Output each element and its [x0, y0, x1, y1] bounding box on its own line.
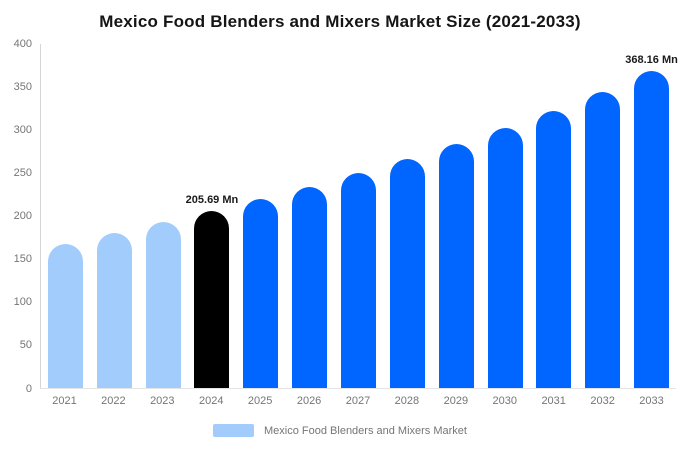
bar-slot-2031	[529, 44, 578, 388]
x-tick-2028: 2028	[394, 395, 420, 407]
bar-2033[interactable]: 368.16 Mn	[625, 54, 678, 388]
bar-2032[interactable]	[585, 92, 621, 388]
bar-slot-2028	[383, 44, 432, 388]
x-tick-2030: 2030	[492, 395, 517, 407]
bar-2029[interactable]	[438, 144, 474, 388]
bar-2023[interactable]	[145, 222, 181, 388]
bar-2022[interactable]	[96, 232, 132, 388]
bar-2021[interactable]	[47, 244, 83, 388]
chart-title: Mexico Food Blenders and Mixers Market S…	[99, 12, 581, 31]
bar-2025[interactable]	[243, 199, 279, 388]
y-tick-250: 250	[13, 166, 32, 179]
y-tick-100: 100	[13, 296, 32, 309]
x-tick-2026: 2026	[296, 395, 322, 407]
bar-value-label-2024: 205.69 Mn	[185, 194, 239, 207]
bar-slot-2033: 368.16 Mn	[625, 44, 678, 388]
x-tick-2033: 2033	[639, 395, 664, 407]
bar-slot-2021	[41, 44, 90, 388]
bar-2031[interactable]	[536, 110, 572, 388]
x-tick-2029: 2029	[443, 395, 469, 407]
bar-value-label-2033: 368.16 Mn	[625, 54, 678, 67]
y-tick-350: 350	[13, 80, 32, 93]
y-tick-50: 50	[19, 339, 32, 352]
bar-slot-2027	[334, 44, 383, 388]
y-tick-400: 400	[13, 37, 32, 50]
bar-2028[interactable]	[389, 158, 425, 388]
bar-2024[interactable]: 205.69 Mn	[186, 194, 238, 388]
bar-2026[interactable]	[292, 186, 328, 388]
bar-series: 205.69 Mn 368.16 Mn	[41, 44, 678, 388]
legend-label: Mexico Food Blenders and Mixers Market	[264, 424, 467, 437]
bar-2030[interactable]	[487, 128, 523, 388]
x-tick-2025: 2025	[247, 395, 273, 407]
x-tick-2032: 2032	[590, 395, 615, 407]
x-tick-2021: 2021	[52, 395, 77, 407]
bar-slot-2026	[285, 44, 334, 388]
y-tick-150: 150	[13, 253, 32, 266]
x-tick-2027: 2027	[345, 395, 371, 407]
y-tick-0: 0	[25, 382, 32, 395]
bar-slot-2023	[139, 44, 188, 388]
x-tick-2031: 2031	[541, 395, 566, 407]
y-axis: 0 50 100 150 200 250 300 350 400	[0, 38, 34, 395]
y-tick-300: 300	[13, 123, 32, 136]
bar-2027[interactable]	[340, 173, 376, 388]
plot-area: 205.69 Mn 368.16 Mn	[40, 44, 678, 389]
bar-slot-2024: 205.69 Mn	[186, 44, 238, 388]
bar-slot-2022	[90, 44, 139, 388]
bar-slot-2030	[481, 44, 530, 388]
bar-slot-2025	[236, 44, 285, 388]
x-axis: 2021 2022 2023 2024 2025 2026 2027 2028 2029 2030…	[40, 395, 676, 407]
x-tick-2024: 2024	[198, 395, 224, 407]
x-tick-2022: 2022	[101, 395, 126, 407]
bar-slot-2029	[432, 44, 481, 388]
bar-slot-2032	[578, 44, 627, 388]
legend-item[interactable]: Mexico Food Blenders and Mixers Market	[0, 424, 680, 437]
y-tick-200: 200	[13, 210, 32, 222]
x-tick-2023: 2023	[150, 395, 175, 407]
legend-swatch	[213, 424, 255, 437]
